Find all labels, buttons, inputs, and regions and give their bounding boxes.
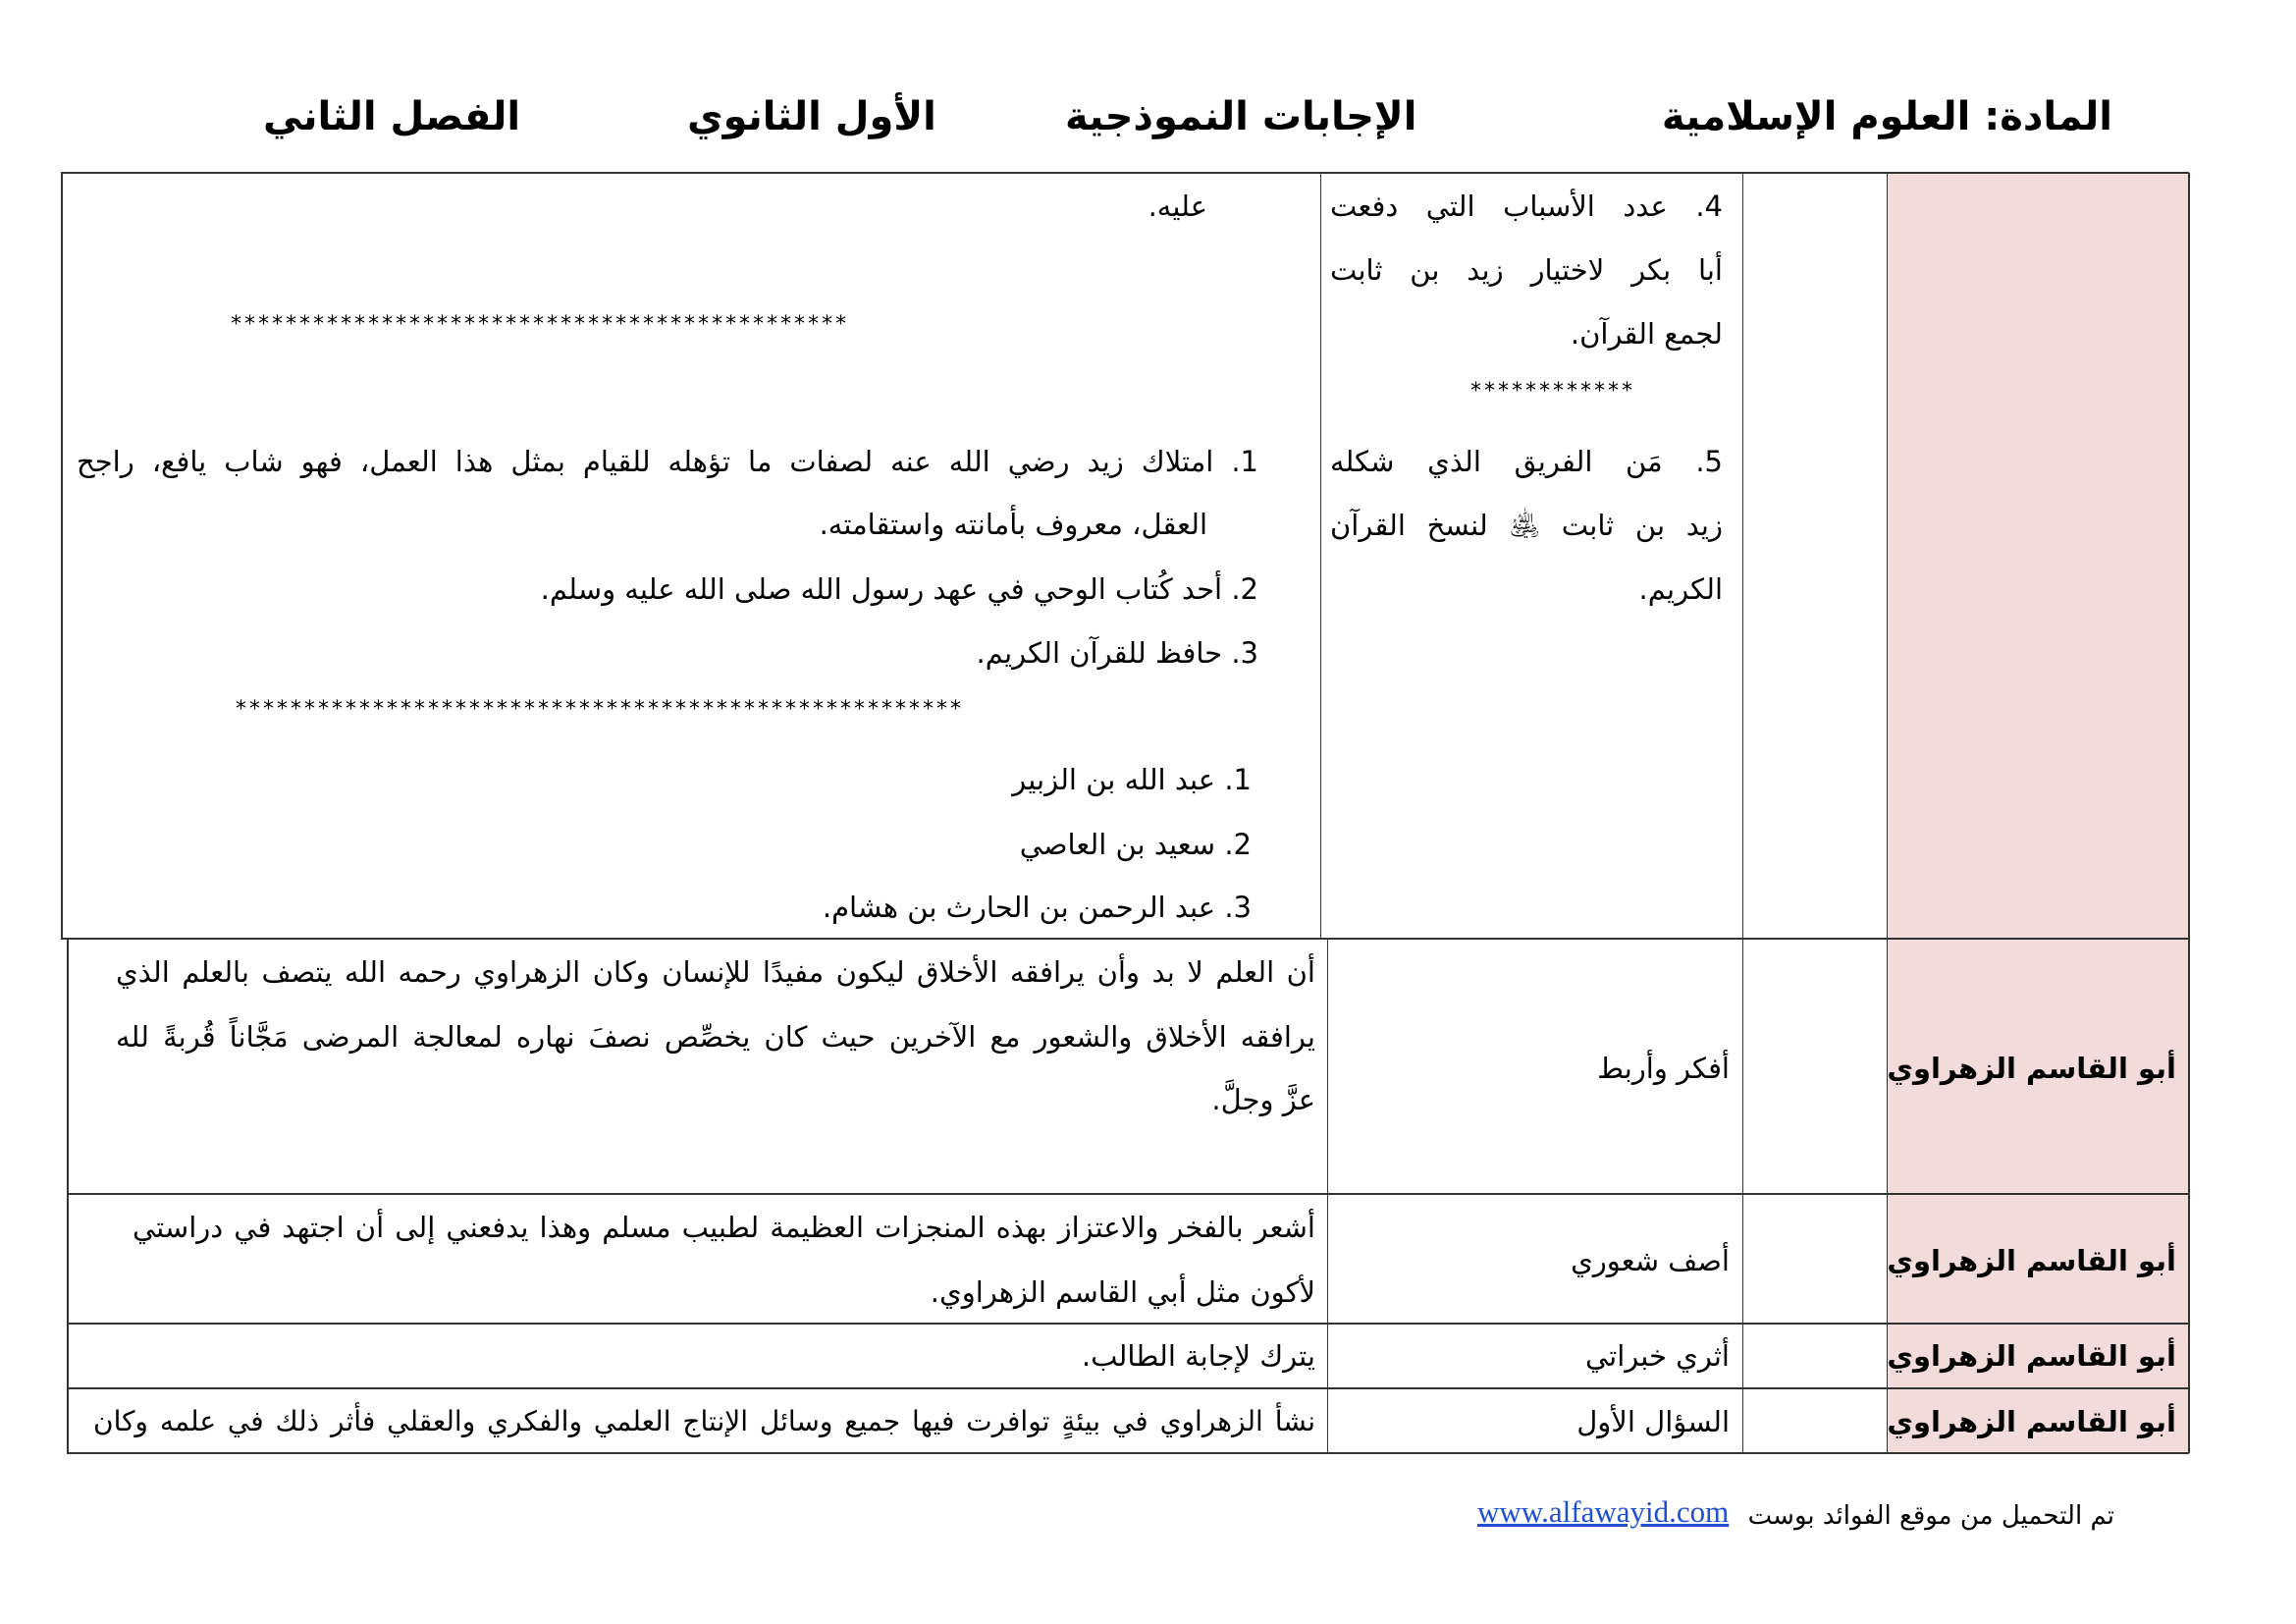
answer-line: عزَّ وجلَّ. [1211, 1083, 1315, 1116]
answer-line: أشعر بالفخر والاعتزاز بهذه المنجزات العظ… [133, 1211, 1315, 1244]
separator: ****************************************… [236, 697, 964, 722]
lesson-label: أبو القاسم الزهراوي [1887, 1405, 2176, 1438]
lesson-label: أبو القاسم الزهراوي [1887, 1339, 2176, 1373]
question-4-line: أبا بكر لاختيار زيد بن ثابت [1330, 253, 1723, 287]
question-5-line: الكريم. [1638, 572, 1724, 606]
answer-text: عليه. [1148, 189, 1207, 223]
column-divider [1327, 939, 1328, 1453]
reason-item: 3. حافظ للقرآن الكريم. [976, 636, 1258, 670]
answer-line: يرافقه الأخلاق والشعور مع الآخرين حيث كا… [116, 1020, 1315, 1054]
lesson-label: أبو القاسم الزهراوي [1887, 1052, 2176, 1085]
question-4-line: 4. عدد الأسباب التي دفعت [1330, 189, 1723, 223]
row-divider [61, 938, 2189, 940]
question-label: أثري خبراتي [1584, 1339, 1730, 1373]
team-member: 1. عبد الله بن الزبير [1012, 763, 1252, 796]
separator: ************ [1470, 379, 1635, 404]
subject-title: المادة: العلوم الإسلامية [1661, 94, 2112, 139]
reason-item: العقل، معروف بأمانته واستقامته. [819, 508, 1207, 541]
answer-line: أن العلم لا بد وأن يرافقه الأخلاق ليكون … [116, 955, 1315, 989]
table-border-bottom [67, 1452, 2189, 1454]
question-5-line: زيد بن ثابت ﵁ لنسخ القرآن [1330, 509, 1723, 542]
column-divider [1320, 173, 1321, 939]
answer-line: لأكون مثل أبي القاسم الزهراوي. [930, 1275, 1315, 1309]
column-divider [1742, 173, 1743, 1453]
row-divider [67, 1387, 2189, 1389]
footer-text: تم التحميل من موقع الفوائد بوست [1747, 1501, 2114, 1531]
question-label: أفكر وأربط [1597, 1052, 1730, 1085]
row-divider [67, 1193, 2189, 1195]
reason-item: 1. امتلاك زيد رضي الله عنه لصفات ما تؤهل… [77, 445, 1258, 478]
team-member: 3. عبد الرحمن بن الحارث بن هشام. [822, 891, 1252, 924]
question-4-line: لجمع القرآن. [1570, 317, 1723, 351]
lesson-label: أبو القاسم الزهراوي [1887, 1244, 2176, 1277]
term-title: الفصل الثاني [263, 94, 521, 139]
question-5-line: 5. مَن الفريق الذي شكله [1330, 445, 1723, 478]
table-border-left [61, 173, 63, 939]
answer-line: نشأ الزهراوي في بيئةٍ توافرت فيها جميع و… [93, 1405, 1315, 1437]
table-border-left [67, 939, 69, 1453]
table-border-right [2188, 173, 2190, 1453]
website-link[interactable]: www.alfawayid.com [1477, 1494, 1730, 1529]
team-member: 2. سعيد بن العاصي [1019, 828, 1252, 861]
row-divider [67, 1323, 2189, 1325]
reason-item: 2. أحد كُتاب الوحي في عهد رسول الله صلى … [540, 572, 1258, 606]
question-label: أصف شعوري [1571, 1244, 1730, 1277]
question-label: السؤال الأول [1576, 1405, 1730, 1438]
grade-title: الأول الثانوي [687, 94, 936, 139]
document-title: الإجابات النموذجية [1065, 94, 1417, 139]
lesson-column [1887, 173, 2189, 1453]
answer-line: يترك لإجابة الطالب. [1081, 1339, 1315, 1373]
separator: ****************************************… [231, 312, 849, 337]
column-divider [1887, 173, 1888, 1453]
table-border-top [61, 172, 2189, 174]
